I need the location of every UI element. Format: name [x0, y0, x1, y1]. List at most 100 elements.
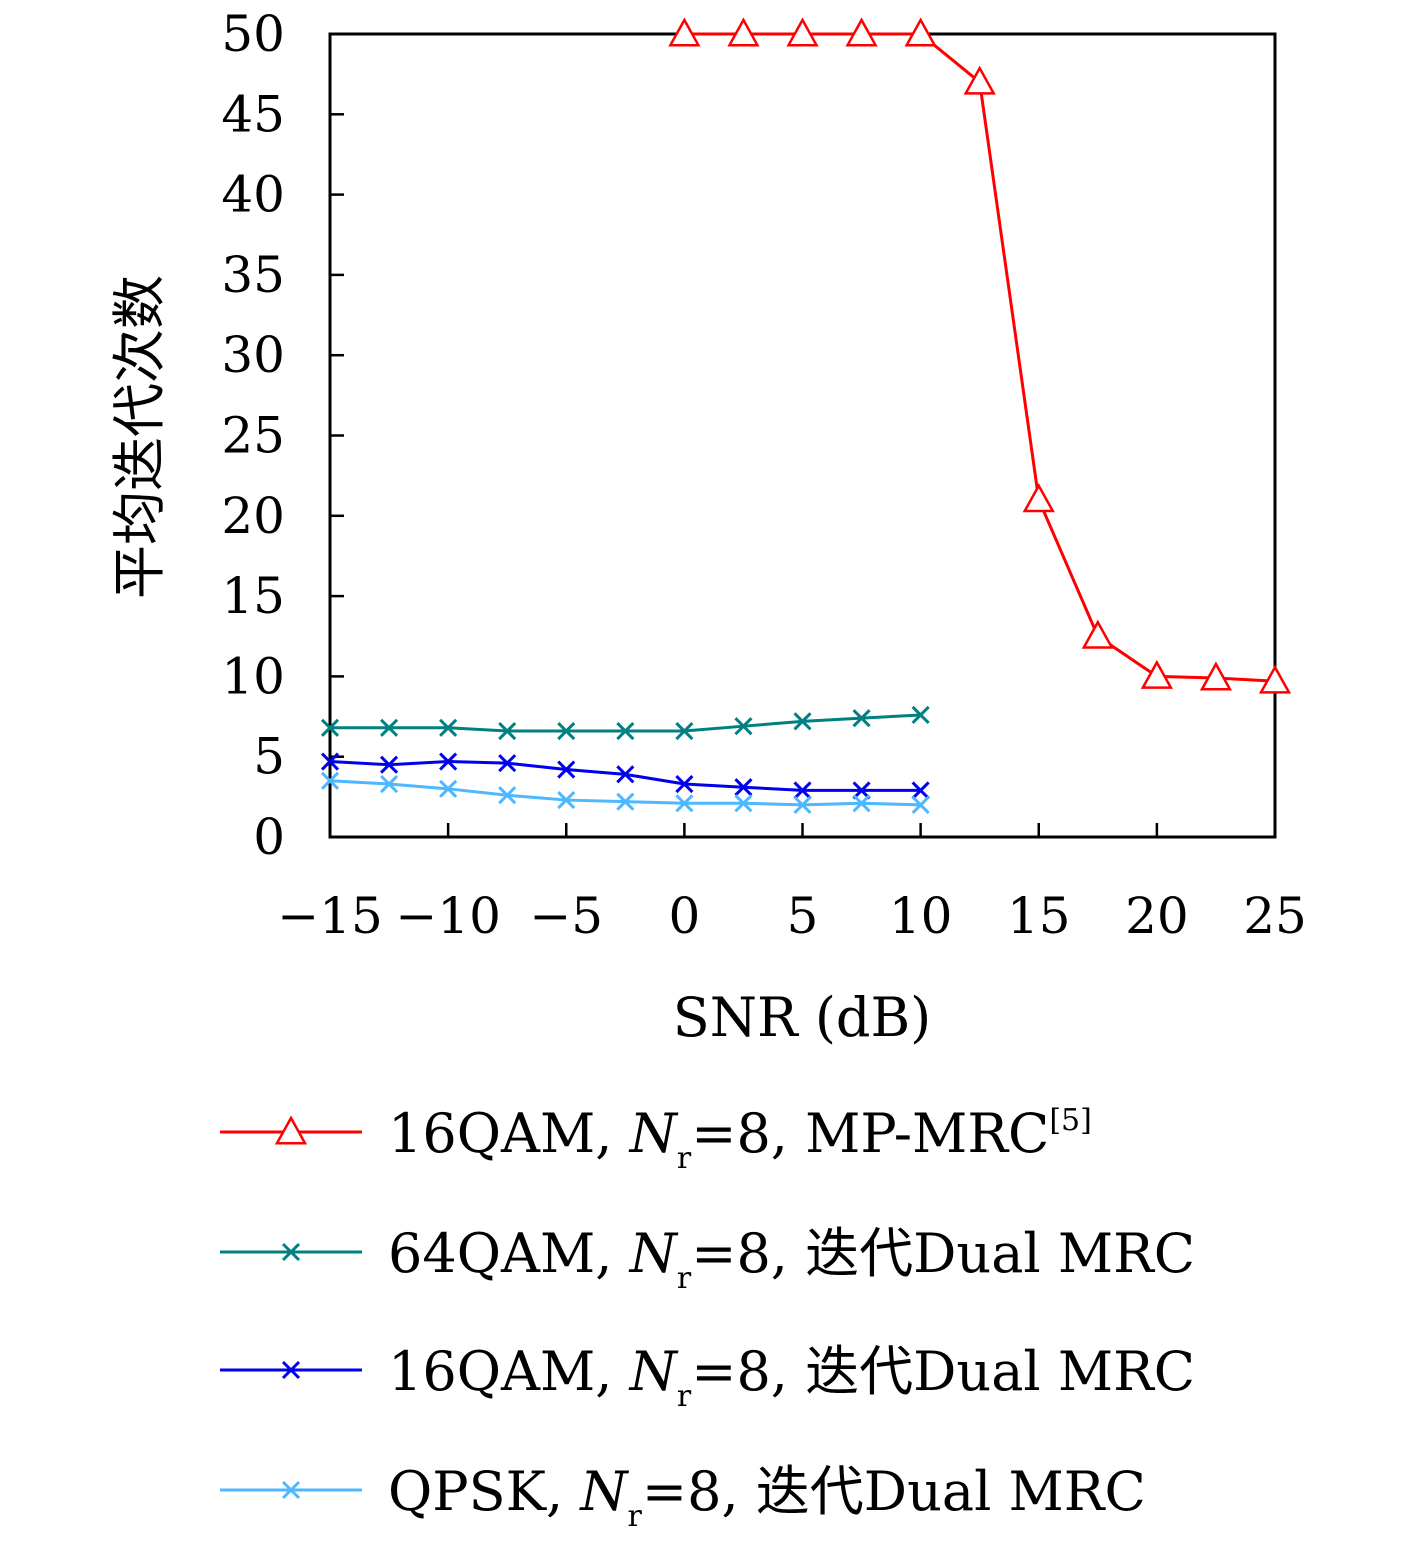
data-point-marker: [1081, 619, 1114, 649]
data-point-marker: [281, 1242, 301, 1262]
data-point-marker: [727, 17, 760, 47]
data-point-marker: [734, 794, 753, 813]
y-axis-title: 平均迭代次数: [108, 275, 171, 599]
series-mp-mrc-16qam: [668, 17, 1292, 694]
legend-citation: [5]: [1049, 1103, 1092, 1138]
y-tick-label: 0: [253, 808, 285, 866]
plot-frame: [328, 32, 1277, 839]
data-point-marker: [557, 791, 576, 810]
data-point-marker: [1258, 664, 1292, 694]
data-point-marker: [616, 765, 635, 784]
legend-prefix: 16QAM,: [388, 1340, 630, 1403]
x-tick-label: 25: [1243, 887, 1307, 945]
data-point-marker: [498, 721, 517, 741]
plot-series: [320, 17, 1292, 814]
y-tick-label: 30: [221, 326, 285, 384]
x-tick-label: 20: [1125, 887, 1189, 945]
data-point-marker: [675, 774, 694, 794]
series-dual-mrc-16qam: [320, 752, 930, 800]
data-point-marker: [557, 721, 576, 741]
y-tick-label: 40: [221, 166, 285, 224]
data-point-marker: [616, 721, 635, 741]
data-point-marker: [439, 779, 458, 798]
data-point-marker: [1022, 483, 1055, 513]
series-dual-mrc-qpsk: [320, 771, 930, 814]
y-tick-label: 10: [221, 647, 285, 705]
data-point-marker: [734, 778, 753, 797]
data-point-marker: [675, 794, 694, 813]
data-point-marker: [852, 794, 871, 813]
data-point-marker: [911, 705, 930, 725]
legend-subscript: r: [677, 1141, 692, 1176]
data-point-marker: [1199, 661, 1233, 691]
data-point-marker: [380, 774, 399, 794]
data-point-marker: [320, 771, 340, 790]
x-tick-label: 15: [1007, 887, 1071, 945]
data-point-marker: [557, 760, 576, 779]
data-point-marker: [1140, 659, 1173, 689]
data-point-marker: [380, 718, 399, 737]
legend-label: 64QAM, Nr=8, 迭代Dual MRC: [388, 1222, 1195, 1296]
x-tick-label: 0: [668, 887, 700, 945]
x-tick-label: −5: [529, 887, 603, 945]
legend-entry-mp-mrc-16qam: 16QAM, Nr=8, MP-MRC[5]: [220, 1102, 1092, 1176]
legend-suffix: =8, 迭代Dual MRC: [691, 1222, 1195, 1285]
x-tick-label: −10: [395, 887, 501, 945]
data-point-marker: [439, 718, 458, 737]
data-point-marker: [845, 17, 878, 47]
legend-suffix: =8, MP-MRC: [691, 1102, 1049, 1165]
legend-variable: N: [628, 1222, 679, 1285]
y-tick-label: 5: [253, 728, 285, 786]
data-point-marker: [904, 17, 937, 47]
data-point-marker: [281, 1360, 301, 1380]
legend-subscript: r: [677, 1379, 692, 1414]
y-tick-label: 25: [221, 407, 285, 465]
legend-prefix: 16QAM,: [388, 1102, 630, 1165]
legend-prefix: QPSK,: [388, 1460, 580, 1523]
data-point-marker: [786, 17, 819, 47]
data-point-marker: [274, 1115, 308, 1145]
y-tick-label: 50: [221, 5, 285, 63]
data-point-marker: [498, 786, 517, 805]
legend-variable: N: [578, 1460, 629, 1523]
data-point-marker: [793, 795, 812, 814]
x-axis-title: SNR (dB): [673, 986, 931, 1049]
x-axis-ticks: −15 −10 −5 0 5 10 15 20 25: [277, 823, 1307, 945]
y-axis-ticks: 0 5 10 15 20 25 30 35 40 45 50: [221, 5, 344, 866]
legend-entry-dual-mrc-16qam: 16QAM, Nr=8, 迭代Dual MRC: [220, 1340, 1195, 1414]
legend-label: 16QAM, Nr=8, MP-MRC[5]: [388, 1102, 1092, 1176]
legend-suffix: =8, 迭代Dual MRC: [691, 1340, 1195, 1403]
data-point-marker: [498, 754, 517, 773]
data-point-marker: [320, 752, 340, 771]
legend-label: 16QAM, Nr=8, 迭代Dual MRC: [388, 1340, 1195, 1414]
x-tick-label: −15: [277, 887, 383, 945]
legend-label: QPSK, Nr=8, 迭代Dual MRC: [388, 1460, 1146, 1534]
data-point-marker: [439, 752, 458, 771]
x-tick-label: 5: [787, 887, 819, 945]
data-point-marker: [675, 721, 694, 741]
legend-prefix: 64QAM,: [388, 1222, 630, 1285]
series-line: [684, 32, 1276, 683]
data-point-marker: [668, 17, 701, 47]
legend-suffix: =8, 迭代Dual MRC: [642, 1460, 1146, 1523]
legend-subscript: r: [628, 1499, 643, 1534]
data-point-marker: [911, 781, 930, 800]
data-point-marker: [793, 781, 812, 800]
series-dual-mrc-64qam: [320, 705, 930, 741]
data-point-marker: [320, 718, 340, 737]
y-tick-label: 20: [221, 487, 285, 545]
legend-entry-dual-mrc-64qam: 64QAM, Nr=8, 迭代Dual MRC: [220, 1222, 1195, 1296]
y-tick-label: 45: [221, 85, 285, 143]
y-tick-label: 35: [221, 246, 285, 304]
data-point-marker: [793, 712, 812, 731]
data-point-marker: [911, 795, 930, 814]
legend-entry-dual-mrc-qpsk: QPSK, Nr=8, 迭代Dual MRC: [220, 1460, 1146, 1534]
legend-variable: N: [628, 1102, 679, 1165]
data-point-marker: [380, 755, 399, 774]
data-point-marker: [852, 709, 871, 728]
legend-subscript: r: [677, 1261, 692, 1296]
legend: 16QAM, Nr=8, MP-MRC[5]64QAM, Nr=8, 迭代Dua…: [220, 1102, 1195, 1534]
data-point-marker: [852, 781, 871, 800]
y-tick-label: 15: [221, 567, 285, 625]
